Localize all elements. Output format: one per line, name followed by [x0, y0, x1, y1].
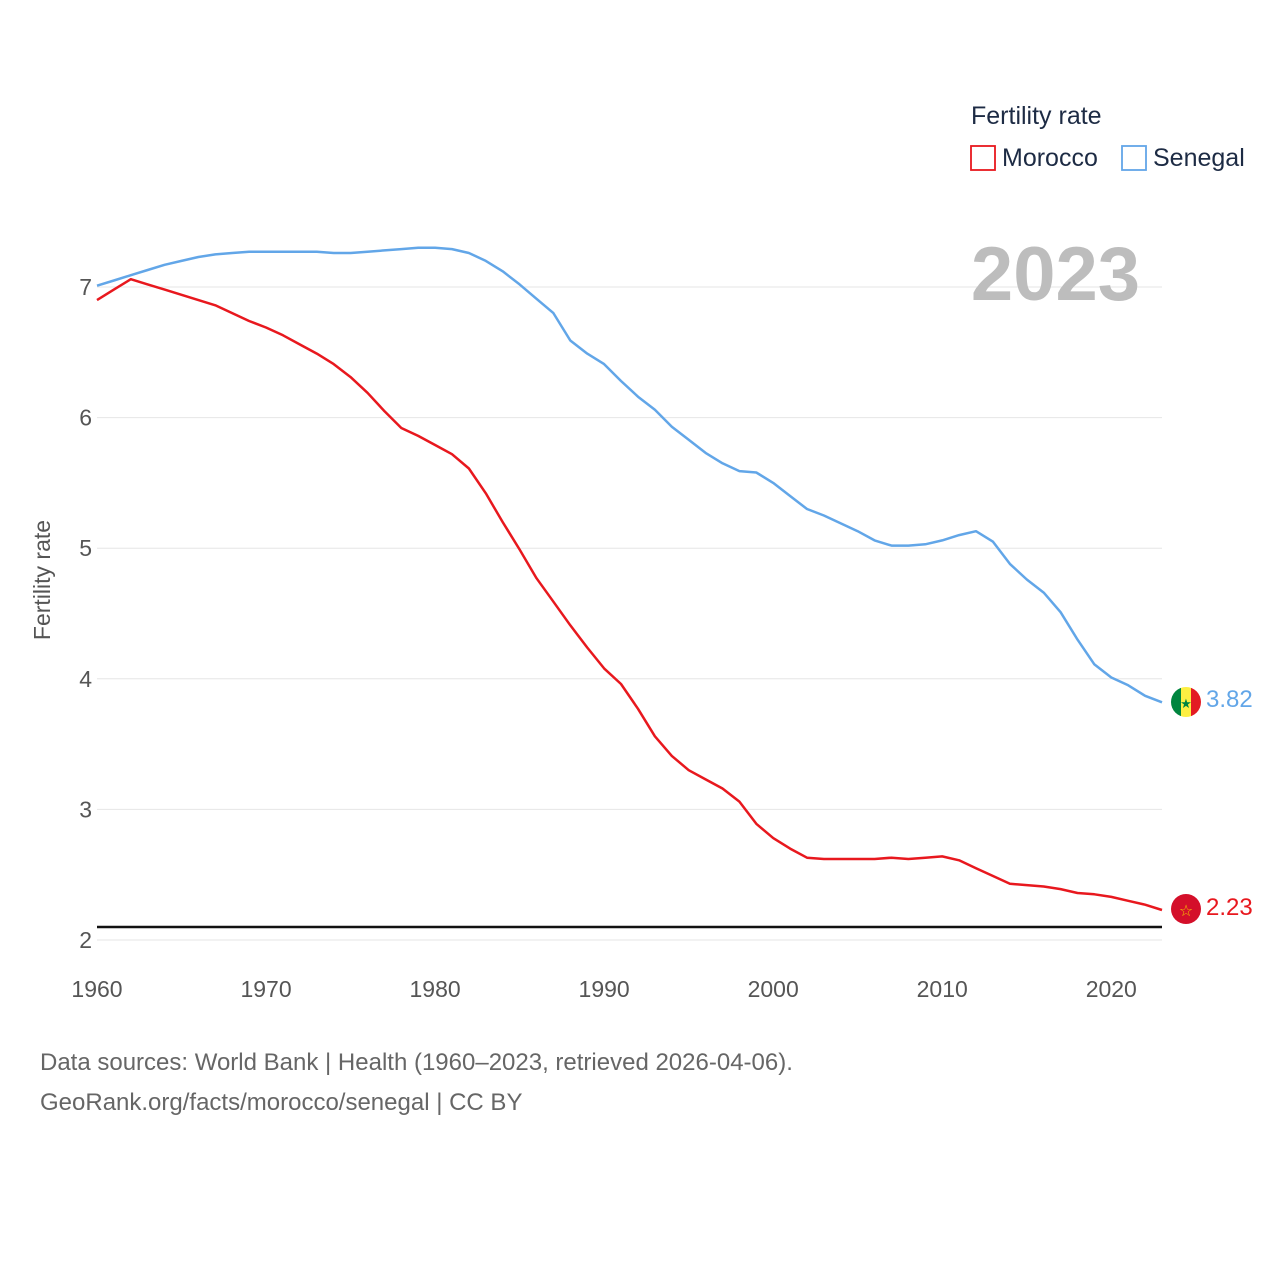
line-chart: 2 3 4 5 6 7 1960 1970 1980 1990 2000 2010 2020 Fert… — [29, 102, 1253, 1002]
legend-swatch-senegal[interactable] — [1121, 145, 1147, 171]
y-tick-label: 4 — [79, 666, 92, 692]
y-axis: 2 3 4 5 6 7 — [79, 274, 92, 953]
morocco-flag-icon: ☆ — [1171, 894, 1201, 924]
end-value-senegal: 3.82 — [1206, 686, 1253, 713]
x-tick-label: 1970 — [240, 976, 291, 1002]
legend-title: Fertility rate — [971, 102, 1102, 130]
senegal-flag-icon: ★ — [1171, 687, 1201, 717]
grid-lines — [97, 286, 1162, 941]
x-tick-label: 2020 — [1086, 976, 1137, 1002]
source-link[interactable]: GeoRank.org/facts/morocco/senegal | CC B… — [40, 1089, 523, 1116]
x-tick-label: 2000 — [748, 976, 799, 1002]
y-axis-title: Fertility rate — [29, 520, 55, 640]
y-tick-label: 3 — [79, 796, 92, 822]
x-axis: 1960 1970 1980 1990 2000 2010 2020 — [71, 976, 1136, 1002]
series-line-morocco — [96, 277, 1163, 912]
footer: Data sources: World Bank | Health (1960–… — [40, 1043, 793, 1123]
legend-label-senegal[interactable]: Senegal — [1153, 144, 1245, 172]
svg-text:☆: ☆ — [1179, 901, 1193, 920]
y-tick-label: 2 — [79, 927, 92, 953]
svg-text:★: ★ — [1180, 697, 1192, 712]
series-line-senegal — [96, 246, 1163, 704]
end-value-morocco: 2.23 — [1206, 894, 1253, 921]
x-tick-label: 1990 — [579, 976, 630, 1002]
x-tick-label: 1980 — [410, 976, 461, 1002]
x-tick-label: 2010 — [917, 976, 968, 1002]
x-tick-label: 1960 — [71, 976, 122, 1002]
y-tick-label: 5 — [79, 535, 92, 561]
year-label: 2023 — [971, 232, 1140, 317]
legend: Fertility rate Morocco Senegal — [970, 102, 1245, 172]
y-tick-label: 7 — [79, 274, 92, 300]
y-tick-label: 6 — [79, 405, 92, 431]
legend-label-morocco[interactable]: Morocco — [1002, 144, 1098, 172]
legend-swatch-morocco[interactable] — [970, 145, 996, 171]
data-sources: Data sources: World Bank | Health (1960–… — [40, 1049, 793, 1076]
